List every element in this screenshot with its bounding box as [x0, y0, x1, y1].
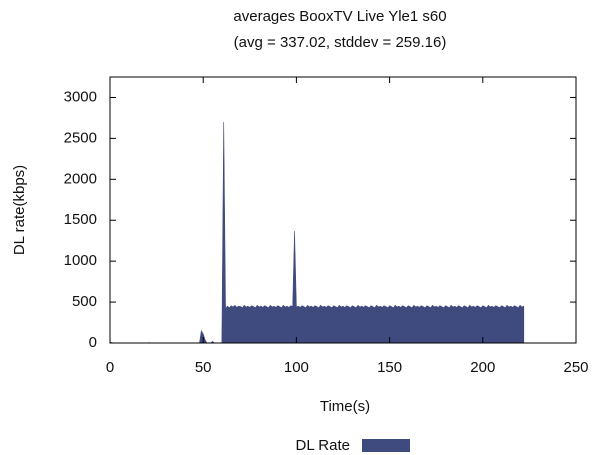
legend-swatch	[362, 439, 410, 452]
x-tick-label: 250	[563, 359, 588, 376]
y-tick-label: 500	[72, 293, 97, 310]
y-tick-label: 1500	[64, 211, 97, 228]
y-tick-label: 2500	[64, 129, 97, 146]
y-axis-label: DL rate(kbps)	[11, 165, 28, 255]
x-tick-label: 0	[106, 359, 114, 376]
y-tick-label: 3000	[64, 88, 97, 105]
x-tick-label: 150	[377, 359, 402, 376]
y-tick-label: 0	[89, 334, 97, 351]
x-axis-label: Time(s)	[320, 398, 370, 415]
plot-frame	[109, 76, 577, 344]
y-tick-label: 2000	[64, 170, 97, 187]
x-tick-label: 50	[195, 359, 212, 376]
x-tick-label: 100	[284, 359, 309, 376]
legend-label: DL Rate	[296, 437, 350, 454]
y-tick-label: 1000	[64, 252, 97, 269]
chart-subtitle: (avg = 337.02, stddev = 259.16)	[234, 34, 447, 51]
chart-title: averages BooxTV Live Yle1 s60	[233, 8, 446, 25]
area	[109, 122, 525, 344]
x-tick-label: 200	[470, 359, 495, 376]
